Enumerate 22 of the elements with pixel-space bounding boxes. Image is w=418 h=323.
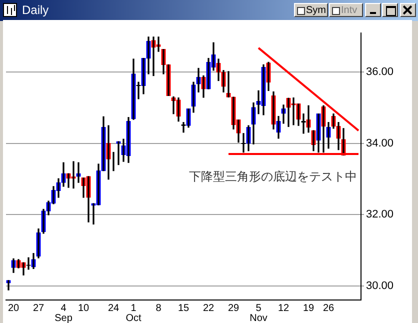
x-tick-label: 8 [156, 302, 162, 314]
x-tick-label: 19 [302, 302, 314, 314]
annotation: 下降型三角形の底辺をテスト中 [188, 169, 357, 184]
x-tick-label: 15 [178, 302, 190, 314]
x-tick-label: 5 Nov [250, 302, 268, 323]
x-tick-label: 1 Oct [126, 302, 142, 323]
x-tick-label: 22 [202, 302, 214, 314]
y-tick-label: 34.00 [366, 137, 394, 150]
y-tick-label: 36.00 [366, 66, 394, 78]
x-tick-label: 10 [78, 302, 90, 314]
x-tick-label: 20 [8, 302, 20, 314]
text: Intv [329, 3, 363, 17]
y-tick-label: 30.00 [366, 280, 394, 292]
x-tick-label: 26 [322, 302, 334, 314]
x-tick-label: 27 [32, 302, 44, 314]
x-tick-label: 29 [228, 302, 240, 314]
x-tick-label: 4 Sep [54, 302, 73, 323]
text: Sym [294, 3, 328, 17]
chart-title: Daily [22, 3, 49, 17]
x-tick-label: 24 [108, 302, 120, 314]
y-tick-label: 32.00 [366, 208, 394, 221]
x-tick-label: 12 [278, 302, 290, 314]
